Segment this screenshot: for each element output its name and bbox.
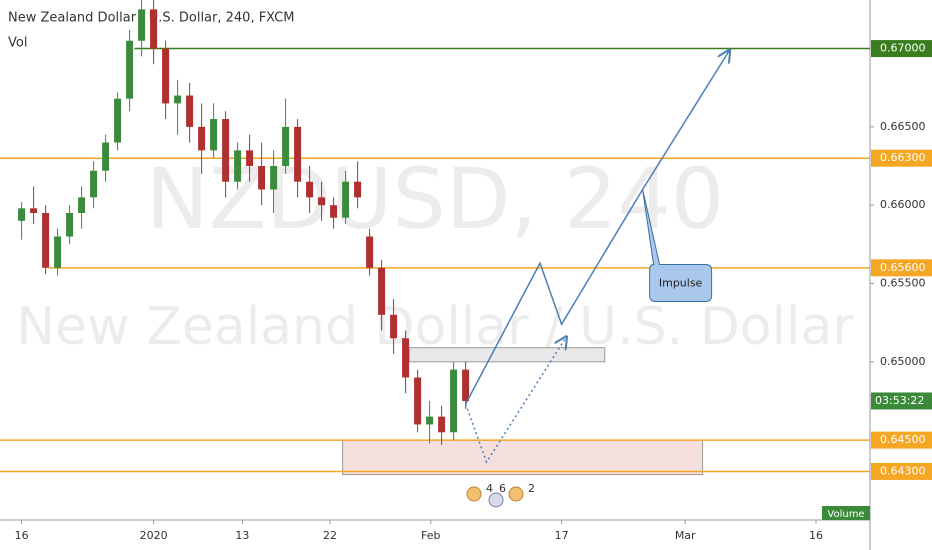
candle-body <box>30 208 38 214</box>
trend-path <box>464 50 730 405</box>
volume-tag <box>822 506 870 520</box>
candle-body <box>114 98 122 143</box>
candle-body <box>54 236 62 268</box>
watermark: NZDUSD, 240 <box>146 150 724 248</box>
watermark: New Zealand Dollar / U.S. Dollar <box>16 297 854 357</box>
y-tick-label: 0.65500 <box>880 276 926 289</box>
candle-body <box>246 150 254 167</box>
candle-body <box>438 416 446 433</box>
level-label: 0.65600 <box>880 261 926 274</box>
candle-body <box>234 150 242 182</box>
candle-body <box>210 119 218 151</box>
x-tick-label: 13 <box>235 529 249 542</box>
event-icon <box>466 486 482 502</box>
zone <box>342 439 704 476</box>
event-count: 6 <box>499 482 506 495</box>
countdown-label: 03:53:22 <box>875 394 924 407</box>
level-chip <box>871 259 932 277</box>
event-icon <box>488 492 504 508</box>
candle-body <box>90 170 98 198</box>
volume-label: Volume <box>827 509 864 520</box>
candle-body <box>354 181 362 198</box>
level-label: 0.66300 <box>880 151 926 164</box>
candle-body <box>390 314 398 339</box>
candle-body <box>78 197 86 214</box>
candle-body <box>186 95 194 127</box>
candle-body <box>366 236 374 268</box>
callout-text: Impulse <box>659 277 703 290</box>
candle-body <box>282 126 290 167</box>
candle-body <box>126 40 134 99</box>
candle-body <box>42 213 50 268</box>
candle-body <box>306 181 314 198</box>
candle-body <box>342 181 350 218</box>
x-tick-label: Feb <box>421 529 440 542</box>
y-tick-label: 0.66000 <box>880 198 926 211</box>
candle-body <box>270 166 278 190</box>
candle-body <box>150 9 158 49</box>
y-tick-label: 0.66500 <box>880 120 926 133</box>
countdown-chip <box>871 392 932 410</box>
level-label: 0.64300 <box>880 464 926 477</box>
callout-box <box>642 189 713 303</box>
event-count: 2 <box>528 482 535 495</box>
candle-body <box>66 213 74 237</box>
level-label: 0.64500 <box>880 433 926 446</box>
x-tick-label: Mar <box>675 529 696 542</box>
trend-path <box>464 337 567 464</box>
level-chip <box>871 40 932 58</box>
event-icon <box>508 486 524 502</box>
candle-body <box>198 126 206 151</box>
y-tick-label: 0.65000 <box>880 355 926 368</box>
candle-body <box>426 416 434 425</box>
zone <box>408 347 606 363</box>
candle-body <box>378 267 386 315</box>
level-chip <box>871 149 932 167</box>
candle-body <box>402 338 410 378</box>
x-tick-label: 16 <box>15 529 29 542</box>
x-tick-label: 22 <box>323 529 337 542</box>
x-tick-label: 2020 <box>140 529 168 542</box>
candle-body <box>294 126 302 182</box>
candle-body <box>174 95 182 104</box>
candle-body <box>318 197 326 206</box>
level-chip <box>871 462 932 480</box>
level-chip <box>871 431 932 449</box>
subtitle: Vol <box>8 36 27 51</box>
candle-body <box>330 205 338 218</box>
candle-body <box>462 369 470 401</box>
x-tick-label: 17 <box>555 529 569 542</box>
x-tick-label: 16 <box>809 529 823 542</box>
candle-body <box>450 369 458 433</box>
level-label: 0.67000 <box>880 42 926 55</box>
event-count: 4 <box>486 482 493 495</box>
candle-body <box>222 119 230 182</box>
candle-body <box>18 208 26 221</box>
candle-body <box>414 377 422 425</box>
candle-body <box>138 9 146 41</box>
candle-body <box>102 142 110 171</box>
candle-body <box>162 48 170 104</box>
candle-body <box>258 166 266 190</box>
